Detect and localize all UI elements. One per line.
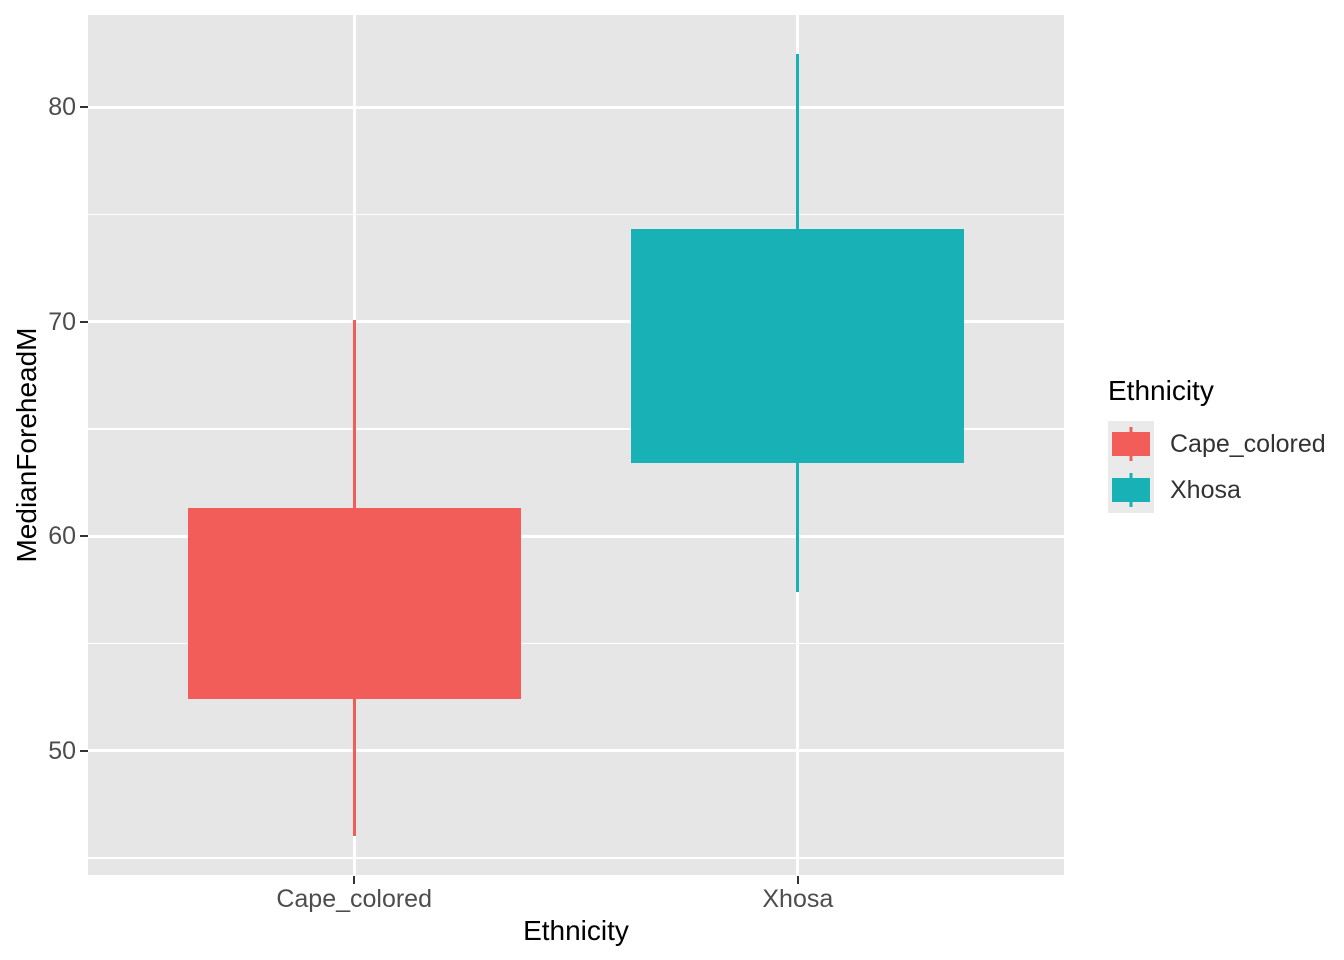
x-tick-label: Xhosa [762, 885, 834, 913]
legend-entries: Cape_colored Xhosa [1108, 421, 1326, 513]
gridline-horizontal-minor [88, 642, 1064, 645]
y-tick-label: 80 [48, 93, 76, 122]
key-box [1112, 478, 1150, 502]
y-axis-tick [80, 320, 88, 323]
gridline-horizontal-major [88, 534, 1064, 538]
y-tick-label: 60 [48, 522, 76, 551]
boxplot-key-icon [1108, 467, 1154, 513]
y-axis-tick [80, 749, 88, 752]
legend: Ethnicity Cape_colored Xhosa [1108, 377, 1326, 513]
key-box [1112, 432, 1150, 456]
box-xhosa [631, 229, 965, 464]
gridline-horizontal-major [88, 320, 1064, 324]
x-tick-label: Cape_colored [276, 885, 432, 913]
legend-label: Cape_colored [1170, 430, 1326, 458]
gridline-horizontal-minor [88, 213, 1064, 216]
x-axis-tick [796, 876, 799, 884]
gridline-horizontal-minor [88, 857, 1064, 859]
legend-label: Xhosa [1170, 476, 1241, 504]
legend-row-cape_colored: Cape_colored [1108, 421, 1326, 467]
box-cape_colored [187, 508, 521, 700]
y-axis-title: MedianForeheadM [11, 327, 42, 563]
x-axis-tick [353, 876, 356, 884]
gridline-horizontal-major [88, 105, 1064, 109]
y-axis-tick [80, 535, 88, 538]
gridline-horizontal-minor [88, 428, 1064, 430]
gridline-horizontal-major [88, 749, 1064, 753]
y-axis-tick [80, 106, 88, 109]
y-tick-label: 50 [48, 736, 76, 765]
legend-title: Ethnicity [1108, 375, 1214, 406]
legend-row-xhosa: Xhosa [1108, 467, 1326, 513]
x-axis-title: Ethnicity [523, 915, 629, 946]
boxplot-key-icon [1108, 421, 1154, 467]
y-tick-label: 70 [48, 307, 76, 336]
